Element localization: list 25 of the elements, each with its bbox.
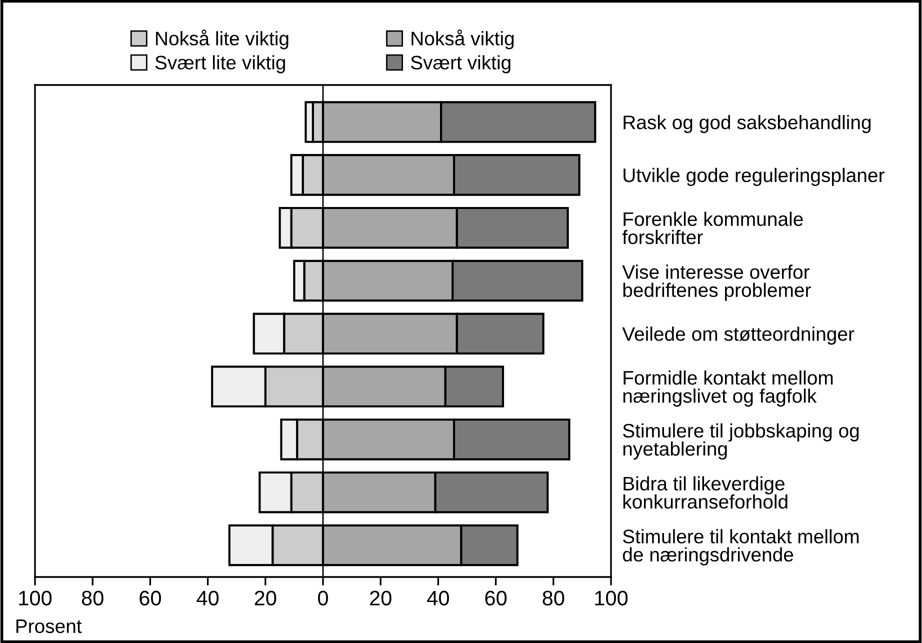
y-tick-label: Utvikle gode reguleringsplaner xyxy=(624,168,884,186)
x-tick-label: 20 xyxy=(370,590,392,606)
x-tick-label: 100 xyxy=(19,590,52,606)
legend-label: Nokså viktig xyxy=(412,30,514,50)
x-tick-label: 40 xyxy=(427,590,449,606)
legend-label: Nokså lite viktig xyxy=(156,30,288,50)
y-tick-label: Rask og god saksbehandling xyxy=(624,114,871,134)
y-tick-label: Forenkle kommunale forskrifter xyxy=(622,212,803,244)
legend-label: Svært lite viktig xyxy=(155,55,286,74)
y-tick-label: Veilede om støtteordninger xyxy=(622,326,854,345)
x-axis-title: Prosent xyxy=(16,620,82,634)
y-tick-label: Stimulere til jobbskaping og nyetablering xyxy=(622,423,859,460)
x-tick-label: 40 xyxy=(196,590,219,606)
x-tick-label: 20 xyxy=(254,590,276,606)
x-tick-label: 80 xyxy=(82,590,104,606)
x-tick-label: 80 xyxy=(542,590,564,606)
y-tick-label: Vise interesse overfor bedriftenes problemer xyxy=(622,264,811,301)
x-tick-label: 0 xyxy=(318,590,328,606)
x-tick-label: 60 xyxy=(485,590,507,606)
x-tick-label: 60 xyxy=(140,590,161,606)
y-tick-label: Stimulere til kontakt mellom de næringsdrivende xyxy=(622,529,859,566)
legend-label: Svært viktig xyxy=(410,55,510,74)
y-tick-label: Bidra til likeverdige konkurranseforhold xyxy=(623,476,788,509)
y-tick-label: Formidle kontakt mellom næringslivet og fagfolk xyxy=(623,370,833,407)
x-tick-label: 100 xyxy=(595,590,628,606)
